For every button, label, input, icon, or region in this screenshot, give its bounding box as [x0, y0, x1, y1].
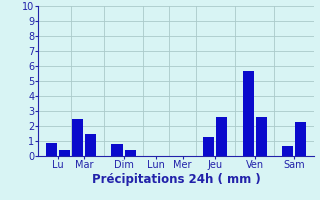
Bar [256, 117, 267, 156]
Bar [46, 142, 57, 156]
Bar [72, 118, 83, 156]
Bar [85, 134, 96, 156]
Bar [295, 121, 306, 156]
Bar [243, 71, 254, 156]
Bar [124, 150, 136, 156]
Bar [216, 117, 228, 156]
Bar [111, 144, 123, 156]
Bar [59, 150, 70, 156]
Bar [282, 146, 293, 156]
X-axis label: Précipitations 24h ( mm ): Précipitations 24h ( mm ) [92, 173, 260, 186]
Bar [203, 137, 214, 156]
